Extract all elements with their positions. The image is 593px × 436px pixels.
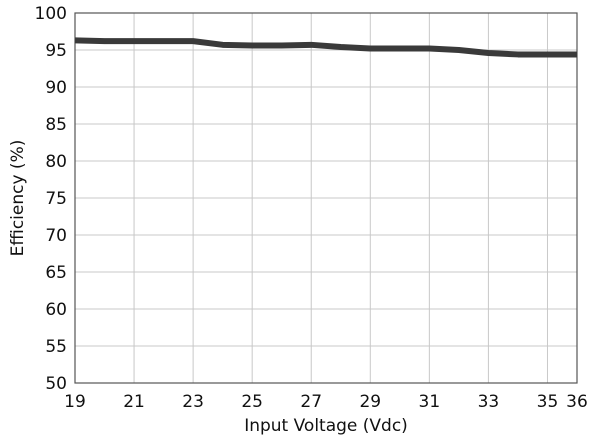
plot-frame bbox=[74, 12, 578, 384]
grid bbox=[74, 12, 578, 384]
x-axis-title: Input Voltage (Vdc) bbox=[244, 416, 408, 436]
y-tick-label: 60 bbox=[45, 300, 67, 320]
series-line-0 bbox=[74, 37, 577, 58]
x-axis-ticks: 19 21 23 25 27 29 31 33 35 36 bbox=[64, 392, 588, 412]
series-layer bbox=[74, 37, 578, 58]
y-tick-label: 55 bbox=[45, 337, 67, 357]
y-tick-label: 100 bbox=[35, 4, 67, 24]
x-tick-label: 21 bbox=[123, 392, 145, 412]
y-tick-label: 95 bbox=[45, 41, 67, 61]
x-tick-label: 27 bbox=[300, 392, 322, 412]
x-tick-label: 29 bbox=[359, 392, 381, 412]
x-tick-label: 36 bbox=[566, 392, 588, 412]
y-tick-label: 85 bbox=[45, 115, 67, 135]
y-tick-label: 65 bbox=[45, 263, 67, 283]
x-tick-label: 33 bbox=[478, 392, 500, 412]
x-tick-label: 19 bbox=[64, 392, 86, 412]
y-tick-label: 90 bbox=[45, 78, 67, 98]
x-tick-label: 31 bbox=[419, 392, 441, 412]
y-tick-label: 75 bbox=[45, 189, 67, 209]
y-tick-label: 80 bbox=[45, 152, 67, 172]
y-axis-title: Efficiency (%) bbox=[8, 140, 28, 257]
x-tick-label: 25 bbox=[241, 392, 263, 412]
y-tick-label: 50 bbox=[45, 374, 67, 394]
y-tick-label: 70 bbox=[45, 226, 67, 246]
y-axis-ticks: 50 55 60 65 70 75 80 85 90 95 100 bbox=[35, 4, 67, 394]
x-tick-label: 35 bbox=[537, 392, 559, 412]
x-tick-label: 23 bbox=[182, 392, 204, 412]
